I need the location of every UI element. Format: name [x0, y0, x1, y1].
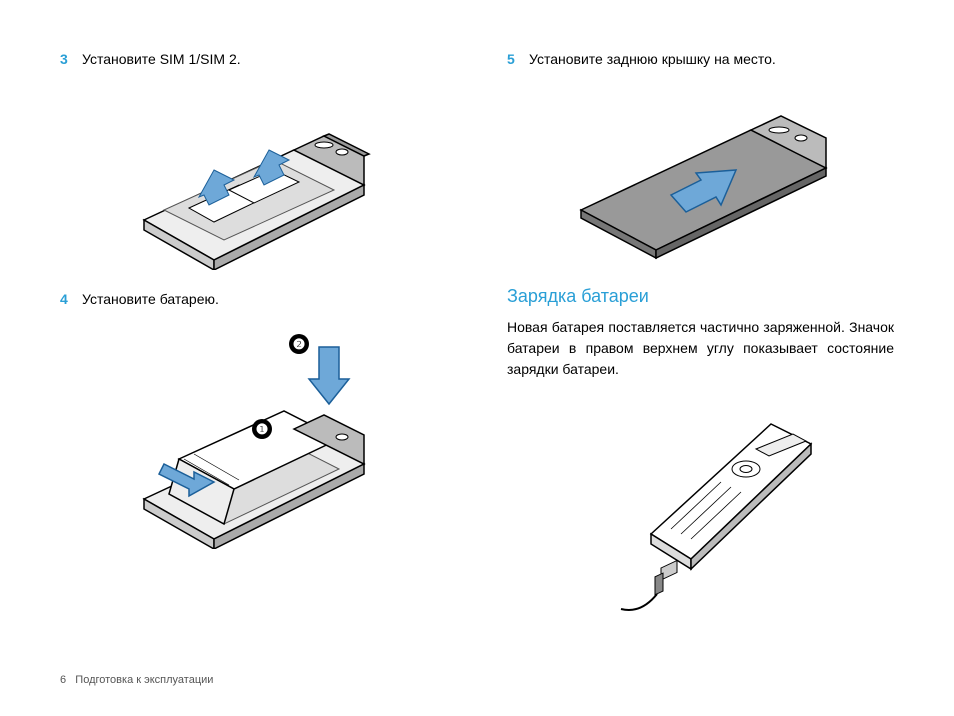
- figure-battery: ❷: [60, 329, 447, 549]
- footer: 6 Подготовка к эксплуатации: [60, 674, 213, 686]
- step-3-number: 3: [60, 50, 72, 70]
- figure-cover: [507, 90, 894, 260]
- footer-page: 6: [60, 674, 66, 686]
- battery-install-illustration: ❷: [124, 329, 384, 549]
- step-3: 3 Установите SIM 1/SIM 2.: [60, 50, 447, 70]
- badge-2: ❷: [292, 336, 305, 352]
- right-column: 5 Установите заднюю крышку на место.: [507, 50, 894, 650]
- step-5-text: Установите заднюю крышку на место.: [529, 50, 776, 70]
- step-5: 5 Установите заднюю крышку на место.: [507, 50, 894, 70]
- step-5-number: 5: [507, 50, 519, 70]
- step-4-text: Установите батарею.: [82, 290, 219, 310]
- figure-sim: [60, 90, 447, 270]
- sim-install-illustration: [124, 90, 384, 270]
- badge-1: ❶: [255, 421, 268, 437]
- section-heading: Зарядка батареи: [507, 286, 894, 307]
- left-column: 3 Установите SIM 1/SIM 2.: [60, 50, 447, 650]
- section-body: Новая батарея поставляется частично заря…: [507, 317, 894, 380]
- figure-charge: [507, 404, 894, 624]
- arrow-down-icon: [309, 347, 349, 404]
- footer-title: Подготовка к эксплуатации: [75, 674, 213, 686]
- step-4: 4 Установите батарею.: [60, 290, 447, 310]
- step-3-text: Установите SIM 1/SIM 2.: [82, 50, 241, 70]
- cover-install-illustration: [561, 90, 841, 260]
- charging-illustration: [581, 404, 821, 624]
- step-4-number: 4: [60, 290, 72, 310]
